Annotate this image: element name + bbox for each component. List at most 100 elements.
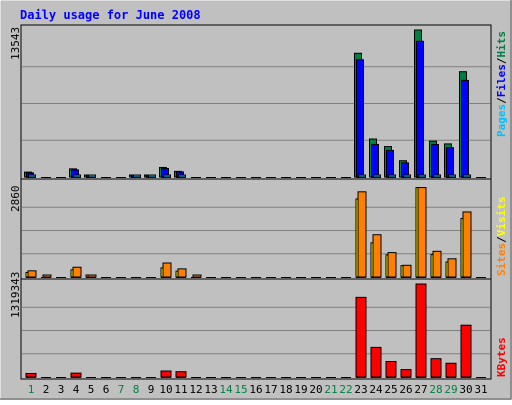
bar-sites-day-10 — [162, 262, 172, 278]
bar-pages-day-25 — [388, 174, 396, 178]
bar-sites-day-1 — [27, 270, 37, 278]
bar-pages-day-1 — [28, 174, 36, 178]
bar-sites-day-30 — [462, 211, 472, 278]
x-tick-label-8: 8 — [133, 383, 140, 396]
bar-pages-day-26 — [403, 174, 411, 178]
gridlines — [22, 66, 490, 378]
bar-pages-day-8 — [133, 174, 141, 178]
bar-sites-day-12 — [192, 274, 202, 278]
bar-pages-day-11 — [178, 174, 186, 178]
bar-files-day-23 — [356, 59, 364, 178]
y-max-label-hits: 13543 — [9, 27, 22, 60]
bar-sites-day-28 — [432, 250, 442, 278]
chart-title: Daily usage for June 2008 — [20, 8, 201, 22]
legend-sites: Sites — [495, 243, 508, 276]
x-tick-label-3: 3 — [58, 383, 65, 396]
x-tick-label-13: 13 — [204, 383, 217, 396]
x-tick-label-14: 14 — [219, 383, 233, 396]
bar-sites-day-5 — [87, 274, 97, 278]
x-tick-label-16: 16 — [249, 383, 262, 396]
x-tick-label-21: 21 — [324, 383, 337, 396]
bar-pages-day-4 — [73, 174, 81, 178]
legend-kbytes: KBytes — [495, 337, 508, 377]
x-tick-label-22: 22 — [339, 383, 352, 396]
x-tick-label-7: 7 — [118, 383, 125, 396]
x-tick-label-25: 25 — [384, 383, 397, 396]
bar-files-day-28 — [431, 143, 439, 178]
x-tick-label-19: 19 — [294, 383, 307, 396]
bar-sites-day-4 — [72, 266, 82, 278]
bar-pages-day-28 — [433, 174, 441, 178]
x-tick-label-17: 17 — [264, 383, 277, 396]
x-tick-label-24: 24 — [369, 383, 383, 396]
bar-files-day-29 — [446, 147, 454, 178]
bar-files-day-24 — [371, 143, 379, 178]
bar-sites-day-25 — [387, 252, 397, 278]
bar-files-day-27 — [416, 40, 424, 178]
bar-kbytes-day-1 — [25, 372, 37, 378]
x-tick-label-27: 27 — [414, 383, 427, 396]
x-tick-label-4: 4 — [73, 383, 80, 396]
x-tick-label-28: 28 — [429, 383, 442, 396]
bar-kbytes-day-11 — [175, 371, 187, 378]
x-tick-label-20: 20 — [309, 383, 322, 396]
legend-slash-3: / — [495, 236, 508, 243]
bar-sites-day-26 — [402, 264, 412, 278]
x-tick-label-2: 2 — [43, 383, 50, 396]
legend-hits: Hits — [495, 31, 508, 58]
x-tick-label-9: 9 — [148, 383, 155, 396]
bar-pages-day-23 — [358, 174, 366, 178]
bar-pages-day-5 — [88, 174, 96, 178]
bar-kbytes-day-28 — [430, 358, 442, 378]
bar-sites-day-27 — [417, 187, 427, 278]
legend-files: Files — [495, 64, 508, 97]
legend-pages: Pages — [495, 104, 508, 137]
bar-kbytes-day-24 — [370, 346, 382, 378]
bar-pages-day-24 — [373, 174, 381, 178]
bar-kbytes-day-25 — [385, 360, 397, 378]
bar-files-day-30 — [461, 79, 469, 178]
bar-pages-day-9 — [148, 174, 156, 178]
x-tick-label-29: 29 — [444, 383, 457, 396]
x-tick-label-23: 23 — [354, 383, 367, 396]
y-max-label-kbytes: 1319343 — [9, 272, 22, 318]
bar-sites-day-24 — [372, 234, 382, 278]
x-tick-label-5: 5 — [88, 383, 95, 396]
x-tick-label-26: 26 — [399, 383, 412, 396]
x-axis-day-labels: 1 2 3 4 5 6 7 8 9 10 11 12 13 14 15 16 17 18 19 20 21 22 23 24 2… — [28, 383, 488, 396]
bar-kbytes-day-30 — [460, 324, 472, 378]
x-tick-label-30: 30 — [459, 383, 472, 396]
bar-sites-day-11 — [177, 268, 187, 278]
legend-slash-1: / — [495, 97, 508, 104]
bar-sites-day-29 — [447, 258, 457, 278]
y-max-label-visits: 2860 — [9, 186, 22, 213]
bar-pages-day-10 — [163, 174, 171, 178]
bar-kbytes-day-26 — [400, 369, 412, 378]
bar-kbytes-day-4 — [70, 372, 82, 378]
bar-pages-day-29 — [448, 174, 456, 178]
bar-pages-day-27 — [418, 174, 426, 178]
x-tick-label-11: 11 — [174, 383, 187, 396]
bar-kbytes-day-23 — [355, 296, 367, 378]
x-tick-label-12: 12 — [189, 383, 202, 396]
bar-kbytes-day-27 — [415, 283, 427, 378]
bar-files-day-25 — [386, 149, 394, 178]
bar-kbytes-day-10 — [160, 370, 172, 378]
x-tick-label-15: 15 — [234, 383, 247, 396]
legend-top: Pages/Files/Hits — [495, 31, 508, 137]
x-tick-label-31: 31 — [474, 383, 487, 396]
x-tick-label-1: 1 — [28, 383, 35, 396]
bar-sites-day-2 — [42, 274, 52, 278]
bar-marks — [24, 29, 472, 378]
bar-pages-day-30 — [463, 174, 471, 178]
legend-middle: Sites/Visits — [495, 197, 508, 277]
legend-slash-2: / — [495, 57, 508, 64]
legend-visits: Visits — [495, 197, 508, 237]
bar-kbytes-day-29 — [445, 362, 457, 378]
x-tick-label-18: 18 — [279, 383, 292, 396]
plot-area-border — [20, 24, 492, 380]
x-tick-label-10: 10 — [159, 383, 172, 396]
bar-sites-day-23 — [357, 191, 367, 278]
